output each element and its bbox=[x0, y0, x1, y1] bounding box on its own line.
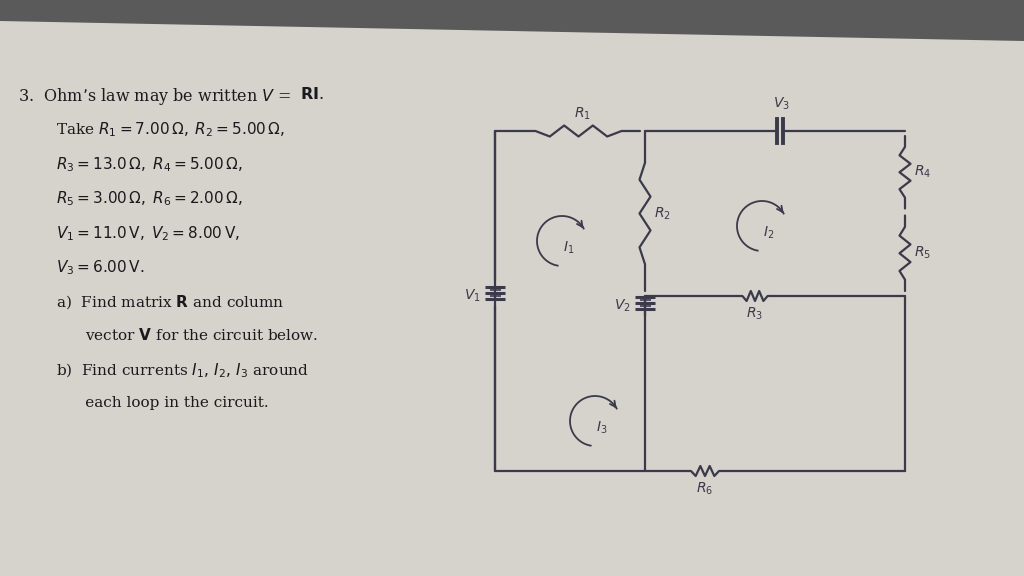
Text: $R_6$: $R_6$ bbox=[696, 481, 714, 498]
Text: a)  Find matrix $\mathbf{R}$ and column: a) Find matrix $\mathbf{R}$ and column bbox=[56, 293, 285, 310]
Text: 3.  Ohm’s law may be written $V$ =: 3. Ohm’s law may be written $V$ = bbox=[18, 86, 293, 107]
Text: $R_3$: $R_3$ bbox=[746, 306, 764, 323]
Text: each loop in the circuit.: each loop in the circuit. bbox=[56, 396, 268, 411]
Text: $R_4$: $R_4$ bbox=[914, 164, 931, 180]
Text: $V_1$: $V_1$ bbox=[464, 288, 481, 304]
Text: $R_3 = 13.0\,\Omega,\; R_4 = 5.00\,\Omega,$: $R_3 = 13.0\,\Omega,\; R_4 = 5.00\,\Omeg… bbox=[56, 155, 243, 174]
Polygon shape bbox=[0, 0, 1024, 41]
Text: $I_2$: $I_2$ bbox=[763, 225, 774, 241]
Text: Take $R_1 = 7.00\,\Omega,\; R_2 = 5.00\,\Omega,$: Take $R_1 = 7.00\,\Omega,\; R_2 = 5.00\,… bbox=[56, 120, 285, 139]
Text: vector $\mathbf{V}$ for the circuit below.: vector $\mathbf{V}$ for the circuit belo… bbox=[56, 328, 318, 343]
Text: $\mathbf{RI}$.: $\mathbf{RI}$. bbox=[300, 86, 324, 103]
Text: $V_3 = 6.00\,\mathrm{V}.$: $V_3 = 6.00\,\mathrm{V}.$ bbox=[56, 259, 144, 277]
Text: b)  Find currents $I_1,\,I_2,\,I_3$ around: b) Find currents $I_1,\,I_2,\,I_3$ aroun… bbox=[56, 362, 309, 380]
Text: $V_3$: $V_3$ bbox=[772, 96, 790, 112]
Text: $R_1$: $R_1$ bbox=[574, 105, 591, 122]
Text: $R_2$: $R_2$ bbox=[654, 205, 671, 222]
Text: $I_1$: $I_1$ bbox=[563, 240, 574, 256]
Text: $I_3$: $I_3$ bbox=[596, 420, 607, 436]
Text: $R_5$: $R_5$ bbox=[914, 245, 931, 262]
Text: $V_1 = 11.0\,\mathrm{V},\; V_2 = 8.00\,\mathrm{V},$: $V_1 = 11.0\,\mathrm{V},\; V_2 = 8.00\,\… bbox=[56, 224, 240, 242]
Text: $V_2$: $V_2$ bbox=[614, 298, 631, 314]
Text: $R_5 = 3.00\,\Omega,\; R_6 = 2.00\,\Omega,$: $R_5 = 3.00\,\Omega,\; R_6 = 2.00\,\Omeg… bbox=[56, 190, 243, 208]
